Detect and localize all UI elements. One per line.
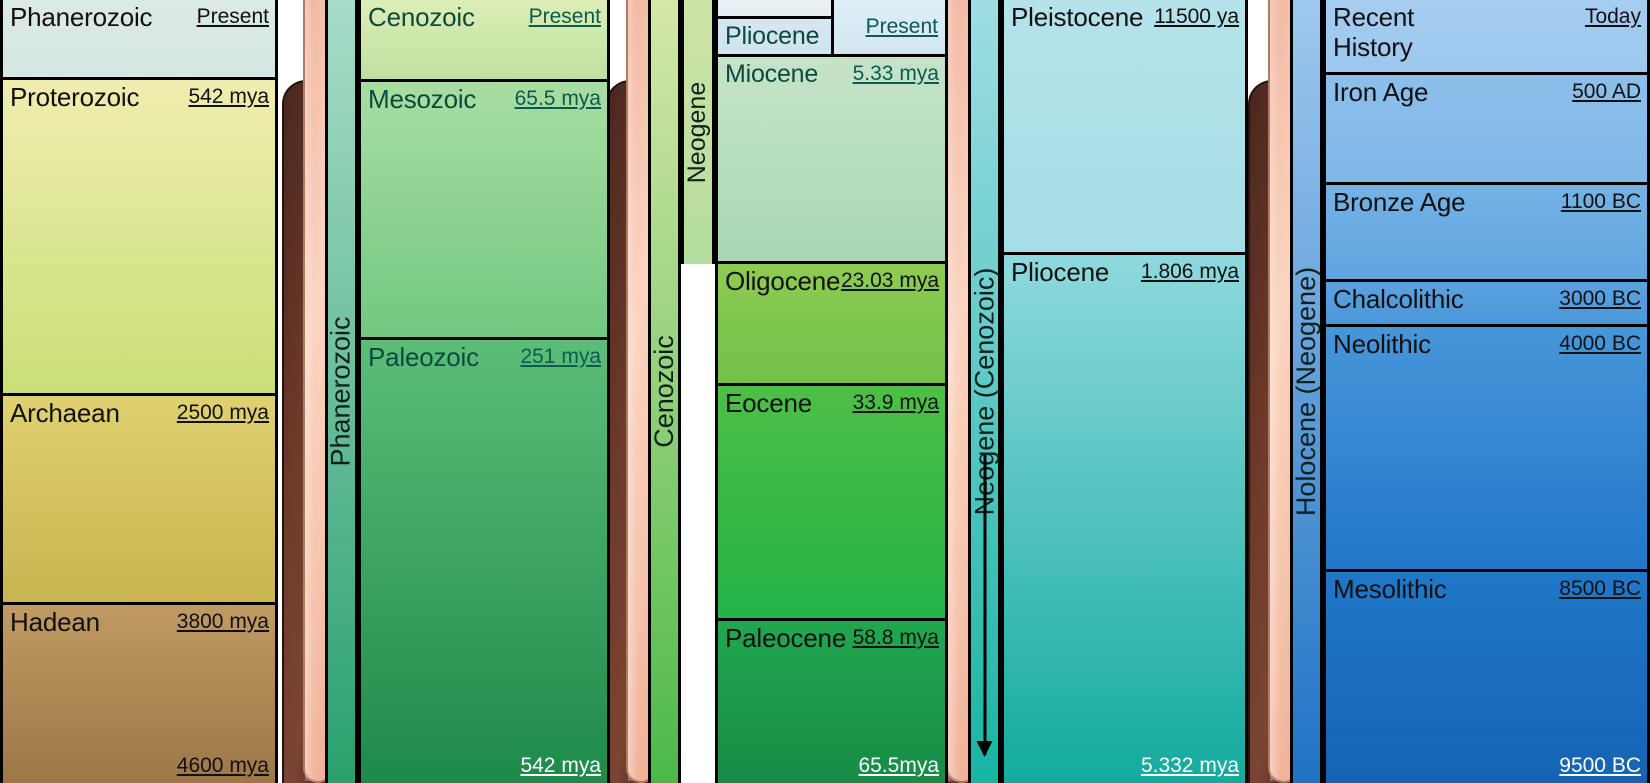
era-name-label: Proterozoic: [10, 82, 140, 112]
era-box[interactable]: Paleocene 58.8 mya 65.5mya: [718, 621, 945, 783]
era-box[interactable]: Mesolithic 8500 BC 9500 BC: [1326, 572, 1647, 783]
era-name-label: Mesozoic: [368, 84, 477, 114]
era-start-date: 4000 BC: [1559, 332, 1641, 355]
era-name-label: Pliocene: [1011, 257, 1110, 287]
sidebar-label-col-epochs: Neogene (Cenozoic): [968, 0, 1001, 783]
sidebar-label-text: Cenozoic: [649, 335, 679, 448]
sidebar-label-text: Phanerozoic: [326, 316, 357, 467]
era-box[interactable]: Mesozoic 65.5 mya: [361, 82, 607, 340]
col-eons: Phanerozoic Present Proterozoic 542 mya Arch…: [0, 0, 278, 783]
sidebar-label-col-periods: Cenozoic: [648, 0, 681, 783]
sub-sidebar-label-text: Neogene: [683, 81, 712, 183]
column-body: Cenozoic Present Mesozoic 65.5 mya Paleozoic…: [358, 0, 610, 783]
downward-arrow-icon: [983, 455, 986, 755]
era-name-label: Hadean: [10, 607, 100, 637]
era-name-label: Pliocene: [725, 22, 820, 50]
era-box[interactable]: Recent History Today: [1326, 0, 1647, 75]
era-name-label: Eocene: [725, 388, 812, 418]
present-badge-box: Present: [831, 0, 948, 57]
gloss-highlight: [305, 0, 314, 781]
present-badge-label: Present: [865, 15, 938, 38]
era-box[interactable]: Eocene 33.9 mya: [718, 386, 945, 621]
era-box[interactable]: Archaean 2500 mya: [3, 396, 275, 605]
era-start-date: 8500 BC: [1559, 577, 1641, 600]
era-start-date: 500 AD: [1572, 80, 1641, 103]
era-start-date: 3000 BC: [1559, 287, 1641, 310]
era-start-date: 1.806 mya: [1140, 260, 1239, 283]
era-start-date: 251 mya: [520, 345, 601, 368]
era-box[interactable]: Neolithic 4000 BC: [1326, 327, 1647, 572]
era-box[interactable]: Phanerozoic Present: [3, 0, 275, 80]
gloss-highlight: [948, 0, 958, 781]
era-start-date: Present: [196, 5, 269, 28]
column-body: Recent History Today Iron Age 500 AD Bronze …: [1323, 0, 1650, 783]
era-box[interactable]: Cenozoic Present: [361, 0, 607, 82]
era-name-label: Mesolithic: [1333, 574, 1447, 604]
column-body: Pliocene Miocene 5.33 mya Oligocene 23.03 my…: [715, 0, 948, 783]
era-name-label: Neolithic: [1333, 329, 1431, 359]
era-name-label: Pleistocene: [1011, 2, 1144, 32]
era-name-label: Chalcolithic: [1333, 284, 1464, 314]
era-box[interactable]: Pliocene 1.806 mya 5.332 mya: [1004, 255, 1245, 783]
era-name-label: Oligocene: [725, 266, 841, 296]
era-name-label: Bronze Age: [1333, 187, 1466, 217]
era-name-label: Miocene: [725, 60, 819, 88]
era-box[interactable]: Pleistocene 11500 ya: [1004, 0, 1245, 255]
col-periods: Pliocene Miocene 5.33 mya Oligocene 23.03 my…: [715, 0, 948, 783]
col-eras: Cenozoic Present Mesozoic 65.5 mya Paleozoic…: [358, 0, 610, 783]
era-box[interactable]: Chalcolithic 3000 BC: [1326, 282, 1647, 327]
sub-sidebar-neogene: Neogene: [681, 0, 715, 264]
era-start-date: 23.03 mya: [840, 269, 939, 292]
col-epochs: Pleistocene 11500 ya Pliocene 1.806 mya 5.33…: [1001, 0, 1248, 783]
era-start-date: 542 mya: [188, 85, 269, 108]
era-end-date: 65.5mya: [858, 754, 939, 777]
gloss-highlight: [1270, 0, 1280, 781]
era-end-date: 542 mya: [520, 754, 601, 777]
column-body: Phanerozoic Present Proterozoic 542 mya Arch…: [0, 0, 278, 783]
era-name-label: Phanerozoic: [10, 2, 153, 32]
sidebar-label-col-eras: Phanerozoic: [325, 0, 358, 783]
era-box[interactable]: Paleozoic 251 mya 542 mya: [361, 340, 607, 783]
sidebar-label-col-human: Holocene (Neogene): [1290, 0, 1323, 783]
era-box[interactable]: Iron Age 500 AD: [1326, 75, 1647, 185]
era-name-label: Recent History: [1333, 2, 1415, 62]
era-end-date: 5.332 mya: [1140, 754, 1239, 777]
era-start-date: 3800 mya: [176, 610, 269, 633]
era-start-date: 2500 mya: [176, 401, 269, 424]
era-name-label: Archaean: [10, 398, 120, 428]
era-start-date: 1100 BC: [1560, 190, 1641, 213]
era-name-label: Paleozoic: [368, 342, 479, 372]
era-end-date: 9500 BC: [1559, 754, 1641, 777]
sidebar-label-text: Holocene (Neogene): [1291, 266, 1322, 517]
era-start-date: 33.9 mya: [852, 391, 939, 414]
era-start-date: Present: [528, 5, 601, 28]
era-start-date: 58.8 mya: [852, 626, 939, 649]
era-box[interactable]: Oligocene 23.03 mya: [718, 264, 945, 386]
era-box[interactable]: Miocene 5.33 mya: [718, 57, 945, 264]
era-name-label: Iron Age: [1333, 77, 1429, 107]
era-end-date: 4600 mya: [176, 754, 269, 777]
col-human: Recent History Today Iron Age 500 AD Bronze …: [1323, 0, 1650, 783]
era-start-date: Today: [1584, 5, 1641, 28]
era-box[interactable]: Proterozoic 542 mya: [3, 80, 275, 396]
gloss-highlight: [628, 0, 637, 781]
era-start-date: 65.5 mya: [514, 87, 601, 110]
era-name-label: Paleocene: [725, 623, 847, 653]
era-start-date: 5.33 mya: [852, 62, 939, 85]
column-body: Pleistocene 11500 ya Pliocene 1.806 mya 5.33…: [1001, 0, 1248, 783]
era-box[interactable]: Hadean 3800 mya 4600 mya: [3, 605, 275, 783]
era-name-label: Cenozoic: [368, 2, 475, 32]
era-start-date: 11500 ya: [1154, 5, 1239, 28]
era-box[interactable]: Bronze Age 1100 BC: [1326, 185, 1647, 282]
